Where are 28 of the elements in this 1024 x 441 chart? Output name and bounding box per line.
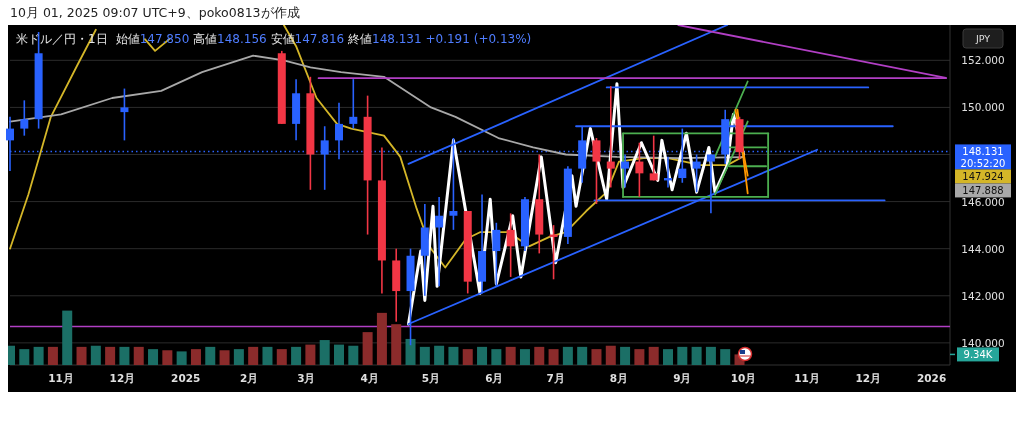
y-tick-label: 144.000	[961, 242, 1005, 255]
x-tick-label: 2月	[239, 372, 259, 384]
x-tick-label: 8月	[609, 372, 629, 384]
x-tick-label: 3月	[297, 372, 316, 384]
x-tick-label: 5月	[421, 372, 441, 384]
x-tick-label: 9月	[673, 372, 692, 384]
x-tick-label: 11月	[48, 372, 74, 384]
y-tick-label: 152.000	[961, 54, 1005, 67]
text: 10月 01, 2025 09:07 UTC+9、poko0813が作成	[10, 5, 300, 20]
x-tick-label: 2026	[916, 372, 947, 384]
x-tick-label: 2025	[171, 372, 201, 384]
y-tick-label: 140.000	[961, 336, 1005, 349]
y-axis-title: JPY	[974, 33, 991, 44]
ref-line-label: 148.131	[962, 146, 1004, 158]
x-tick-label: 6月	[485, 372, 504, 384]
x-tick-label: 4月	[360, 372, 379, 384]
x-tick-label: 12月	[855, 372, 882, 384]
x-tick-label: 7月	[546, 372, 565, 384]
y-tick-label: 150.000	[961, 101, 1005, 114]
x-tick-label: 10月	[730, 372, 757, 384]
y2-tick-label: 9.34K	[963, 349, 993, 361]
x-tick-label: 11月	[794, 372, 820, 384]
y-tick-label: 146.000	[961, 195, 1005, 208]
text: 20:52:20	[960, 158, 1006, 170]
y-tick-label: 142.000	[961, 289, 1005, 302]
x-tick-label: 12月	[109, 372, 136, 384]
text: 147.924	[962, 171, 1004, 183]
text: 147.888	[962, 185, 1004, 197]
